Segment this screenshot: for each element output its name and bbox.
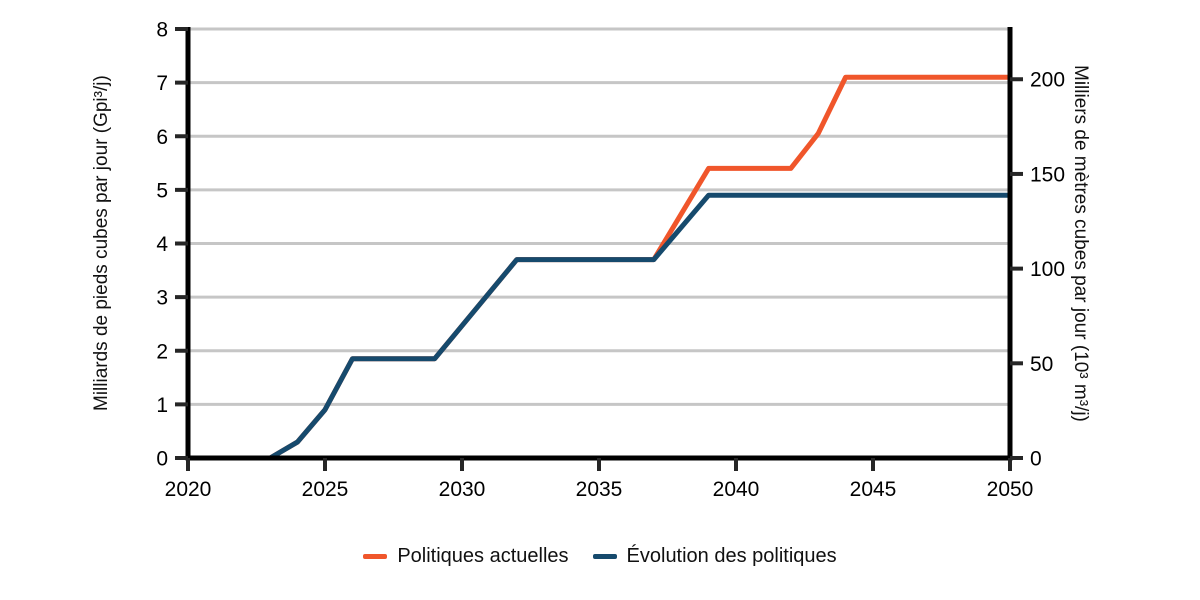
svg-text:8: 8	[156, 19, 168, 42]
svg-text:0: 0	[1030, 448, 1042, 471]
svg-text:2020: 2020	[165, 478, 212, 501]
series-line-0	[268, 74, 1010, 461]
svg-text:4: 4	[156, 233, 168, 256]
legend-label-evolution-des-politiques: Évolution des politiques	[626, 545, 837, 567]
svg-text:1: 1	[156, 394, 168, 417]
svg-text:50: 50	[1030, 353, 1053, 376]
svg-text:7: 7	[156, 72, 168, 95]
legend: Politiques actuelles Évolution des polit…	[0, 545, 1200, 568]
left-axis-title: Milliards de pieds cubes par jour (Gpi³/…	[91, 75, 112, 412]
svg-text:5: 5	[156, 179, 168, 202]
legend-label-politiques-actuelles: Politiques actuelles	[397, 545, 569, 567]
svg-text:2045: 2045	[850, 478, 897, 501]
svg-text:2030: 2030	[439, 478, 486, 501]
legend-item-politiques-actuelles: Politiques actuelles	[363, 545, 569, 568]
left-axis-ticks: 0 1 2 3 4 5 6 7 8	[156, 19, 188, 471]
gridlines	[188, 27, 1010, 406]
series-lines	[268, 74, 1010, 461]
svg-text:200: 200	[1030, 69, 1065, 92]
svg-text:100: 100	[1030, 258, 1065, 281]
svg-text:0: 0	[156, 448, 168, 471]
svg-text:2050: 2050	[987, 478, 1034, 501]
svg-text:2040: 2040	[713, 478, 760, 501]
svg-text:150: 150	[1030, 163, 1065, 186]
x-axis-ticks: 2020 2025 2030 2035 2040 2045 2050	[165, 458, 1034, 501]
right-axis-title: Milliers de mètres cubes par jour (10³ m…	[1070, 65, 1091, 422]
series-line-1	[268, 192, 1010, 461]
svg-text:6: 6	[156, 126, 168, 149]
legend-swatch-navy-icon	[592, 554, 617, 559]
legend-item-evolution-des-politiques: Évolution des politiques	[592, 545, 837, 568]
svg-text:2: 2	[156, 340, 168, 363]
svg-text:2035: 2035	[576, 478, 623, 501]
svg-text:2025: 2025	[302, 478, 349, 501]
legend-swatch-orange-icon	[363, 554, 388, 559]
right-axis-ticks: 0 50 100 150 200	[1010, 69, 1065, 471]
svg-text:3: 3	[156, 287, 168, 310]
